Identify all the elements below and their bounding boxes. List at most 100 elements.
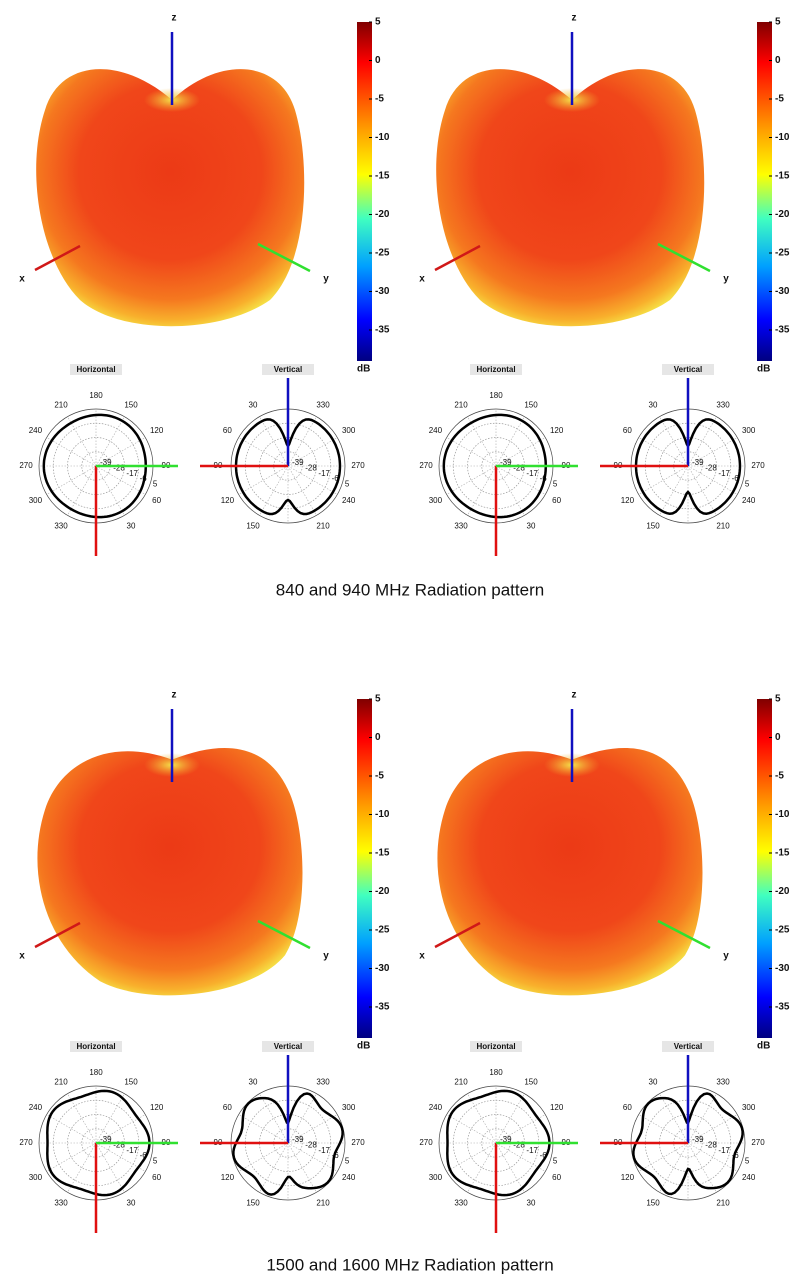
radius-label: -17: [318, 1146, 330, 1155]
radius-label: -17: [126, 469, 138, 478]
angle-label: 120: [221, 496, 235, 505]
angle-label: 330: [54, 522, 68, 531]
angle-label: 120: [621, 496, 635, 505]
colorbar-label: -20: [375, 886, 390, 897]
polar-spoke: [95, 1093, 125, 1144]
angle-label: 180: [89, 1068, 103, 1077]
colorbar-label: 5: [775, 17, 781, 28]
angle-label: 30: [649, 400, 658, 409]
polar-spoke: [67, 465, 97, 516]
polar-title: Vertical: [674, 1042, 702, 1051]
polar-spoke: [467, 416, 497, 467]
polar-spoke: [638, 437, 689, 467]
polar-spoke: [495, 1142, 546, 1172]
radiation-3d: [37, 748, 303, 996]
polar-spoke: [638, 1114, 689, 1144]
angle-label: 210: [316, 1199, 330, 1208]
angle-label: 270: [419, 1138, 433, 1147]
angle-label: 120: [221, 1173, 235, 1182]
polar-title-bg: [262, 364, 314, 375]
colorbar-label: -15: [375, 848, 390, 859]
angle-label: 60: [152, 496, 161, 505]
polar-title: Vertical: [274, 1042, 302, 1051]
angle-label: 120: [150, 1103, 164, 1112]
polar-spoke: [495, 1142, 525, 1193]
angle-label: 330: [316, 1077, 330, 1086]
colorbar: [757, 699, 772, 1038]
angle-label: 210: [454, 400, 468, 409]
angle-label: 270: [351, 1138, 365, 1147]
polar-spoke: [287, 1142, 317, 1193]
colorbar-label: -10: [375, 809, 390, 820]
colorbar-label: -15: [775, 848, 790, 859]
angle-label: 330: [316, 400, 330, 409]
caption: 1500 and 1600 MHz Radiation pattern: [266, 1255, 553, 1274]
polar-spoke: [46, 1142, 97, 1172]
polar-spoke: [495, 416, 525, 467]
polar-spoke: [495, 437, 546, 467]
x-axis: [434, 244, 481, 272]
radius-label: -28: [305, 1140, 317, 1149]
radius-label: 5: [153, 479, 158, 488]
angle-label: 330: [454, 522, 468, 531]
radius-label: -6: [540, 1151, 548, 1160]
angle-label: 240: [429, 426, 443, 435]
radius-label: -39: [100, 458, 112, 467]
axis-label: y: [723, 274, 729, 285]
colorbar-label: 0: [375, 55, 381, 66]
colorbar-label: -5: [775, 94, 784, 105]
radius-label: -39: [692, 1135, 704, 1144]
colorbar-label: -35: [775, 325, 790, 336]
radius-label: 5: [553, 1156, 558, 1165]
radius-label: -17: [126, 1146, 138, 1155]
angle-label: 60: [623, 426, 632, 435]
radius-label: -28: [513, 1140, 525, 1149]
colorbar-label: 5: [375, 694, 381, 705]
polar-title-bg: [70, 1041, 122, 1052]
radius-label: -28: [113, 1140, 125, 1149]
polar-spoke: [495, 465, 546, 495]
polar-spoke: [446, 465, 497, 495]
polar-spoke: [687, 465, 717, 516]
axis-label: x: [19, 951, 25, 962]
angle-label: 300: [342, 426, 356, 435]
angle-label: 60: [552, 496, 561, 505]
colorbar-unit: dB: [757, 364, 770, 375]
angle-label: 30: [249, 1077, 258, 1086]
angle-label: 330: [54, 1199, 68, 1208]
axis-label: x: [19, 274, 25, 285]
polar-title-bg: [662, 364, 714, 375]
polar-title-bg: [70, 364, 122, 375]
radius-label: -39: [100, 1135, 112, 1144]
polar-spoke: [446, 1114, 497, 1144]
colorbar-label: -30: [775, 286, 790, 297]
colorbar-label: -15: [375, 171, 390, 182]
colorbar-label: -30: [375, 963, 390, 974]
angle-label: 120: [550, 426, 564, 435]
axis-label: y: [323, 951, 329, 962]
angle-label: 240: [742, 1173, 756, 1182]
polar-spoke: [67, 1142, 97, 1193]
radius-label: 5: [553, 479, 558, 488]
y-axis: [657, 919, 711, 950]
angle-label: 210: [316, 522, 330, 531]
colorbar-label: 5: [775, 694, 781, 705]
polar-title-bg: [470, 364, 522, 375]
colorbar: [757, 22, 772, 361]
polar-spoke: [287, 465, 338, 495]
polar-spoke: [495, 465, 525, 516]
polar-spoke: [287, 437, 338, 467]
polar-title-bg: [662, 1041, 714, 1052]
polar-title: Horizontal: [76, 1042, 115, 1051]
colorbar-label: -20: [375, 209, 390, 220]
angle-label: 210: [54, 400, 68, 409]
polar-spoke: [95, 1142, 146, 1172]
axis-label: z: [572, 13, 577, 24]
x-axis: [434, 921, 481, 949]
polar-title: Horizontal: [476, 1042, 515, 1051]
angle-label: 60: [623, 1103, 632, 1112]
pattern-curve: [634, 418, 742, 515]
y-axis: [257, 242, 311, 273]
radius-label: -17: [526, 1146, 538, 1155]
